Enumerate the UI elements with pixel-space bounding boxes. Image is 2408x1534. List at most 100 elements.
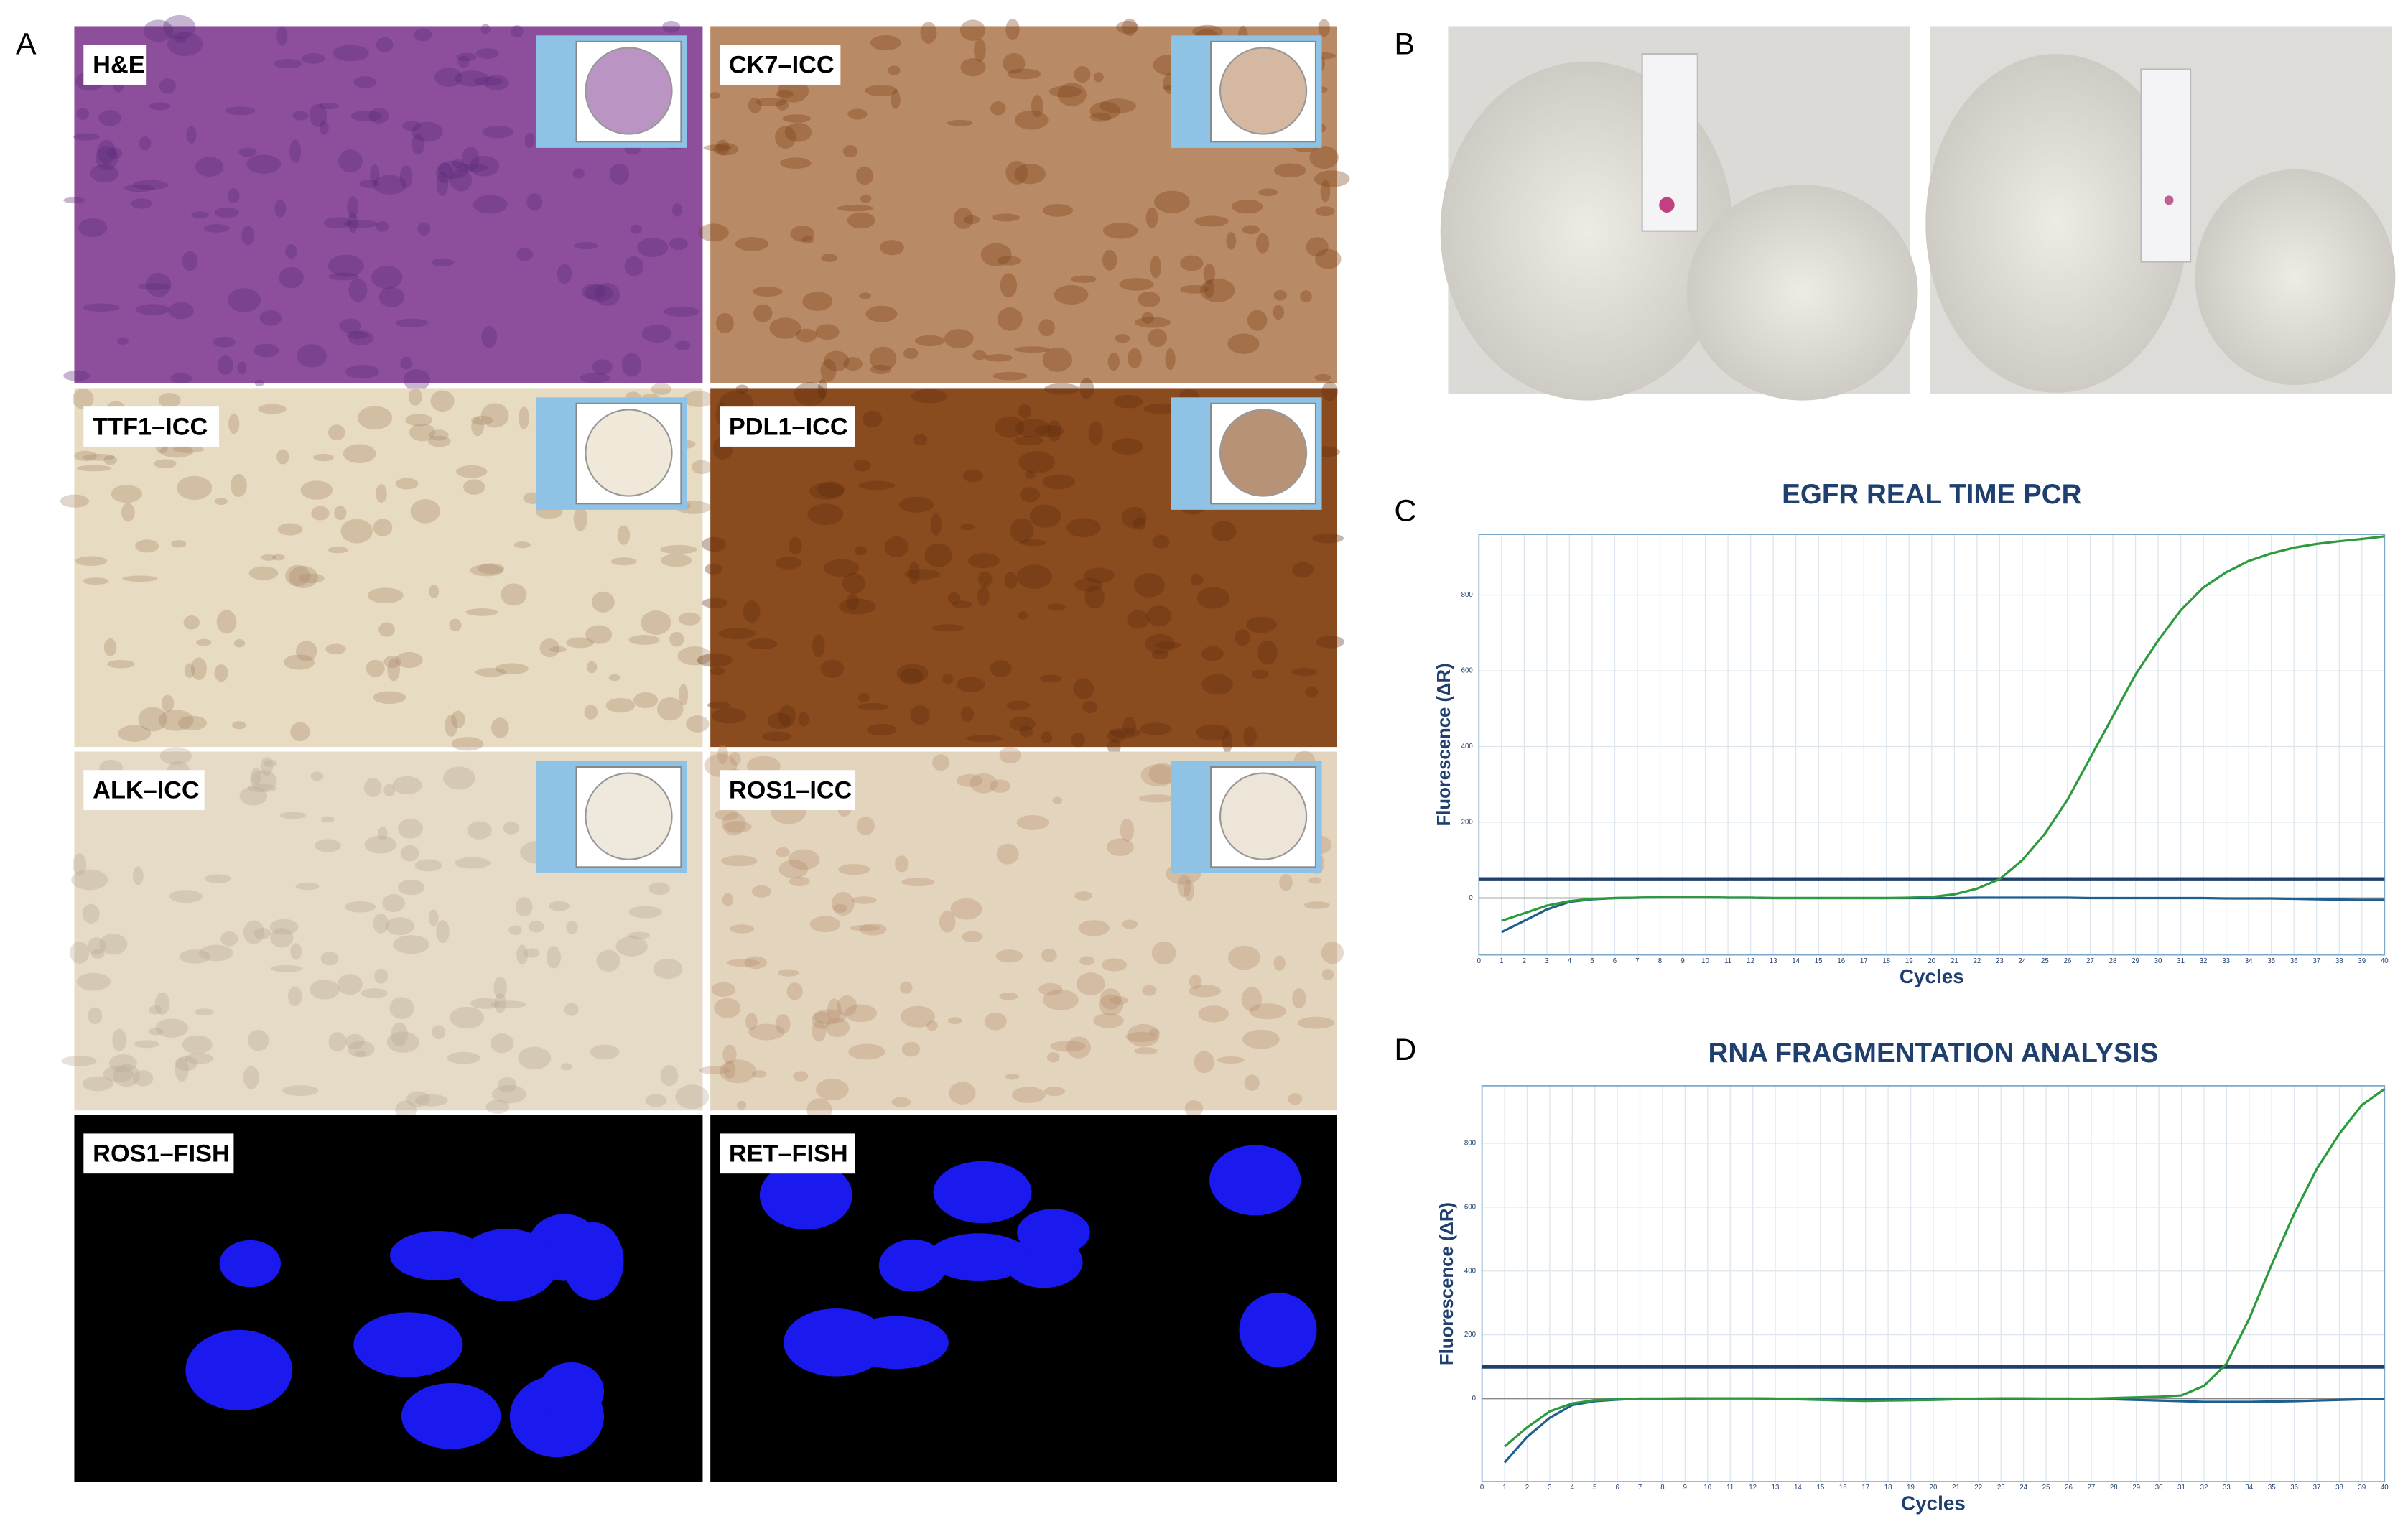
texture [842, 145, 858, 158]
x-tick-label: 7 [1635, 957, 1639, 965]
texture [793, 1071, 809, 1082]
nucleus [759, 1161, 852, 1230]
x-tick-label: 7 [1638, 1484, 1642, 1492]
texture [962, 469, 983, 483]
x-tick-label: 39 [2358, 1484, 2366, 1492]
texture [494, 993, 506, 1013]
texture [844, 1004, 878, 1023]
texture [220, 931, 238, 947]
texture [399, 165, 413, 189]
texture [78, 218, 108, 238]
texture [1019, 725, 1033, 738]
texture [513, 541, 531, 549]
texture [185, 1053, 214, 1064]
inset-section [1219, 47, 1308, 135]
texture [430, 390, 455, 412]
texture [470, 998, 501, 1009]
texture [628, 931, 651, 939]
texture [1106, 838, 1134, 857]
y-tick-label: 800 [1461, 591, 1473, 599]
texture [584, 705, 598, 720]
texture [124, 184, 154, 192]
texture [751, 885, 771, 898]
texture [516, 897, 533, 916]
texture [107, 660, 135, 669]
texture [103, 455, 117, 465]
texture [1155, 641, 1181, 649]
texture [794, 382, 826, 406]
texture [856, 817, 875, 835]
x-tick-label: 28 [2110, 1484, 2118, 1492]
texture [237, 361, 247, 375]
texture [715, 809, 739, 821]
texture [817, 481, 845, 498]
texture [481, 326, 498, 348]
texture [177, 715, 208, 730]
texture [823, 350, 850, 371]
texture [87, 937, 106, 955]
texture [954, 208, 974, 230]
texture [1014, 164, 1046, 185]
texture [1102, 222, 1138, 239]
texture [328, 1032, 346, 1052]
micrograph: ROS1–ICC [699, 745, 1344, 1122]
y-tick-label: 600 [1464, 1203, 1476, 1211]
texture [465, 608, 498, 616]
texture [992, 213, 1021, 222]
texture [947, 119, 973, 126]
texture [1049, 85, 1082, 98]
texture [1180, 284, 1209, 294]
texture [368, 108, 389, 124]
texture [566, 921, 578, 934]
y-tick-label: 0 [1472, 1395, 1476, 1403]
texture [891, 90, 901, 109]
texture [232, 721, 246, 730]
texture [1093, 1013, 1124, 1028]
texture [228, 288, 261, 312]
texture [457, 55, 470, 68]
texture [376, 37, 394, 52]
texture [1071, 275, 1097, 283]
x-tick-label: 32 [2200, 957, 2208, 965]
texture [1151, 941, 1176, 965]
texture [990, 660, 1012, 677]
texture [469, 155, 500, 177]
texture [175, 36, 187, 43]
texture [996, 843, 1019, 865]
texture [270, 964, 303, 972]
texture [1306, 237, 1329, 257]
x-tick-label: 25 [2042, 1484, 2050, 1492]
texture [454, 70, 489, 87]
texture [641, 610, 671, 635]
texture [962, 931, 983, 942]
texture [1082, 700, 1098, 714]
texture [776, 847, 790, 857]
texture [153, 459, 177, 468]
texture [674, 340, 691, 350]
texture [722, 812, 746, 836]
texture [656, 697, 684, 721]
texture [1088, 421, 1103, 445]
tile-label-box [83, 406, 220, 447]
texture [617, 525, 631, 545]
texture [184, 663, 195, 678]
texture [1292, 988, 1306, 1009]
texture [270, 928, 294, 948]
texture [710, 666, 725, 676]
x-tick-label: 12 [1749, 1484, 1757, 1492]
data-line [1503, 1397, 2385, 1464]
texture [995, 416, 1025, 438]
texture [378, 827, 388, 841]
texture [993, 371, 1028, 381]
texture [449, 618, 462, 632]
texture [910, 705, 930, 725]
y-tick-label: 800 [1464, 1139, 1476, 1147]
chart-title: EGFR REAL TIME PCR [1782, 479, 2082, 510]
x-tick-label: 6 [1615, 1484, 1619, 1492]
texture [204, 874, 231, 883]
texture [74, 450, 98, 462]
texture [1148, 763, 1177, 784]
y-tick-label: 0 [1469, 894, 1472, 902]
texture [1122, 18, 1138, 37]
texture [117, 725, 152, 742]
